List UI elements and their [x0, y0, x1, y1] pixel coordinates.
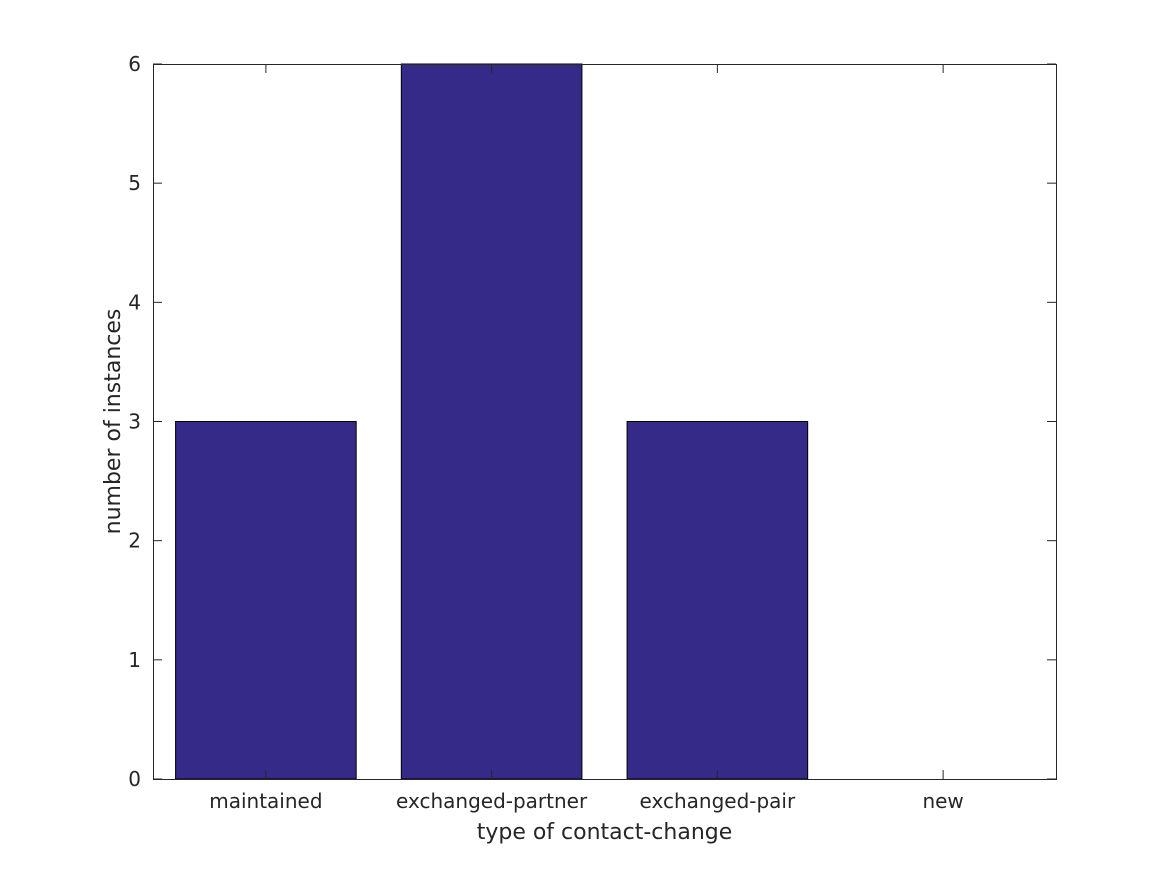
y-tick-label: 2	[128, 529, 141, 553]
y-tick-label: 4	[128, 290, 141, 314]
y-tick-label: 3	[128, 410, 141, 434]
bars-layer	[175, 63, 809, 780]
x-tick-label: exchanged-partner	[396, 789, 588, 813]
labels-layer: maintained exchanged-partner exchanged-pai…	[128, 52, 964, 813]
y-tick-label: 1	[128, 648, 141, 672]
axes-box	[153, 64, 1057, 780]
y-axis-label: number of instances	[101, 309, 126, 535]
x-axis-label: type of contact-change	[477, 820, 733, 845]
bar-maintained	[175, 421, 357, 780]
y-tick-label: 5	[128, 171, 141, 195]
bar-exchanged-partner	[400, 63, 583, 780]
x-tick-label: new	[922, 789, 963, 813]
y-tick-label: 0	[128, 767, 141, 791]
y-tick-label: 6	[128, 52, 141, 76]
bar-exchanged-pair	[626, 421, 809, 780]
x-tick-label: maintained	[209, 789, 322, 813]
x-tick-label: exchanged-pair	[640, 789, 796, 813]
